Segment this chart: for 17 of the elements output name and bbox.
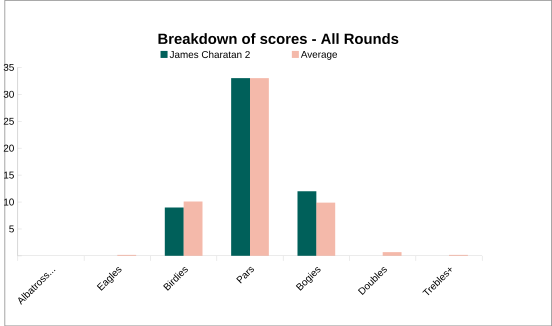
bar	[231, 78, 250, 256]
chart-title: Breakdown of scores - All Rounds	[158, 33, 398, 44]
y-tick-label: 5	[9, 225, 14, 232]
y-tick-label: 25	[4, 118, 14, 125]
legend-label: James Charatan 2	[170, 50, 250, 58]
bar	[164, 207, 184, 256]
bar	[316, 202, 336, 256]
y-tick-label: 10	[4, 198, 14, 206]
bar	[297, 191, 316, 256]
bar	[382, 252, 402, 256]
y-tick-label: 20	[4, 144, 14, 152]
bar	[184, 201, 203, 256]
y-tick-label: 35	[4, 64, 14, 71]
legend-label: Average	[300, 50, 338, 60]
y-tick-label: 30	[4, 90, 14, 98]
y-tick-label: 15	[4, 172, 14, 178]
bar	[250, 78, 269, 256]
